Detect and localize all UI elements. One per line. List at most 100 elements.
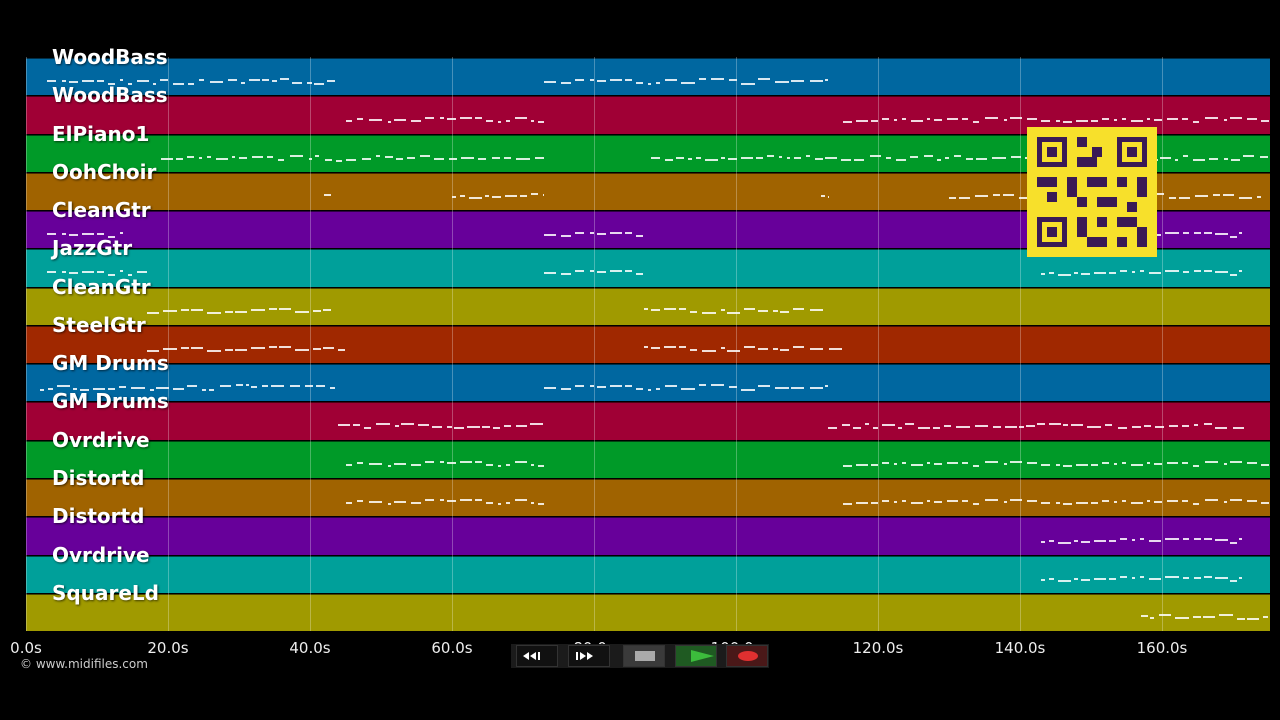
midi-note <box>432 425 443 428</box>
midi-note <box>73 387 77 390</box>
midi-note <box>743 345 755 348</box>
midi-note <box>1090 119 1098 122</box>
midi-note <box>869 155 882 158</box>
midi-note <box>393 501 406 504</box>
midi-note <box>1215 539 1229 542</box>
midi-note <box>1229 461 1242 464</box>
midi-note <box>493 427 501 430</box>
midi-note <box>514 461 527 464</box>
grid-line <box>736 57 737 631</box>
midi-note <box>597 386 607 389</box>
midi-note <box>1203 231 1213 234</box>
midi-note <box>1140 576 1145 579</box>
midi-note <box>575 231 585 234</box>
midi-note <box>933 118 942 121</box>
midi-note <box>1062 465 1072 468</box>
midi-note <box>636 234 644 237</box>
midi-note <box>368 463 382 466</box>
midi-note <box>793 157 802 160</box>
midi-note <box>597 271 607 274</box>
midi-note <box>933 501 942 504</box>
midi-note <box>208 388 215 391</box>
midi-note <box>250 308 265 311</box>
midi-note <box>356 500 363 503</box>
midi-note <box>636 273 644 276</box>
midi-note <box>1194 576 1202 579</box>
midi-note <box>454 426 465 429</box>
midi-note <box>1048 423 1062 426</box>
midi-note <box>648 82 652 85</box>
midi-note <box>137 79 150 82</box>
midi-note <box>206 311 221 314</box>
midi-note <box>474 461 482 464</box>
midi-note <box>266 156 274 159</box>
play-button[interactable] <box>675 645 717 667</box>
midi-note <box>1010 156 1022 159</box>
midi-note <box>643 345 648 348</box>
midi-note <box>726 349 740 352</box>
stop-button[interactable] <box>623 645 665 667</box>
midi-note <box>1120 576 1128 579</box>
midi-note <box>933 463 942 466</box>
midi-note <box>1203 423 1212 426</box>
midi-note <box>1074 272 1079 275</box>
midi-note <box>701 311 716 314</box>
midi-note <box>1104 424 1112 427</box>
midi-note <box>108 274 116 277</box>
track-label: SteelGtr <box>52 312 146 337</box>
midi-note <box>393 118 406 121</box>
midi-note <box>279 78 289 81</box>
midi-note <box>772 347 778 350</box>
midi-note <box>1058 542 1072 545</box>
fast-forward-button[interactable] <box>568 645 610 667</box>
midi-note <box>625 270 633 273</box>
midi-note <box>338 348 346 351</box>
midi-note <box>975 424 989 427</box>
midi-note <box>97 271 105 274</box>
midi-note <box>215 158 229 161</box>
midi-note <box>80 388 89 391</box>
midi-note <box>740 156 754 159</box>
midi-note <box>1026 462 1037 465</box>
midi-note <box>1260 502 1269 505</box>
midi-note <box>238 157 248 160</box>
track-label: Ovrdrive <box>52 542 150 567</box>
midi-note <box>1183 270 1190 273</box>
midi-note <box>368 501 382 504</box>
midi-note <box>1132 539 1136 542</box>
midi-note <box>1101 462 1109 465</box>
midi-note <box>610 231 623 234</box>
time-tick-label: 120.0s <box>852 639 904 657</box>
midi-note <box>1202 615 1215 618</box>
midi-note <box>757 309 768 312</box>
midi-note <box>515 425 527 428</box>
midi-note <box>561 388 572 391</box>
midi-note <box>186 156 195 159</box>
midi-note <box>1149 578 1162 581</box>
grid-line <box>1020 57 1021 631</box>
midi-note <box>1121 462 1126 465</box>
midi-note <box>766 154 775 157</box>
midi-note <box>1004 426 1018 429</box>
midi-note <box>1193 158 1205 161</box>
midi-note <box>825 157 837 160</box>
midi-note <box>1204 116 1218 119</box>
midi-note <box>791 80 805 83</box>
midi-note <box>224 348 233 351</box>
midi-note <box>779 310 790 313</box>
midi-note <box>729 385 738 388</box>
midi-note <box>120 78 124 81</box>
midi-note <box>289 155 304 158</box>
midi-note <box>97 79 105 82</box>
rewind-button[interactable] <box>516 645 558 667</box>
record-button[interactable] <box>726 645 768 667</box>
midi-note <box>926 462 930 465</box>
midi-note <box>881 117 889 120</box>
midi-note <box>338 423 351 426</box>
midi-note <box>1040 502 1050 505</box>
midi-note <box>656 388 661 391</box>
record-icon <box>738 651 758 661</box>
midi-note <box>234 348 247 351</box>
midi-note <box>975 194 988 197</box>
midi-note <box>1132 271 1136 274</box>
